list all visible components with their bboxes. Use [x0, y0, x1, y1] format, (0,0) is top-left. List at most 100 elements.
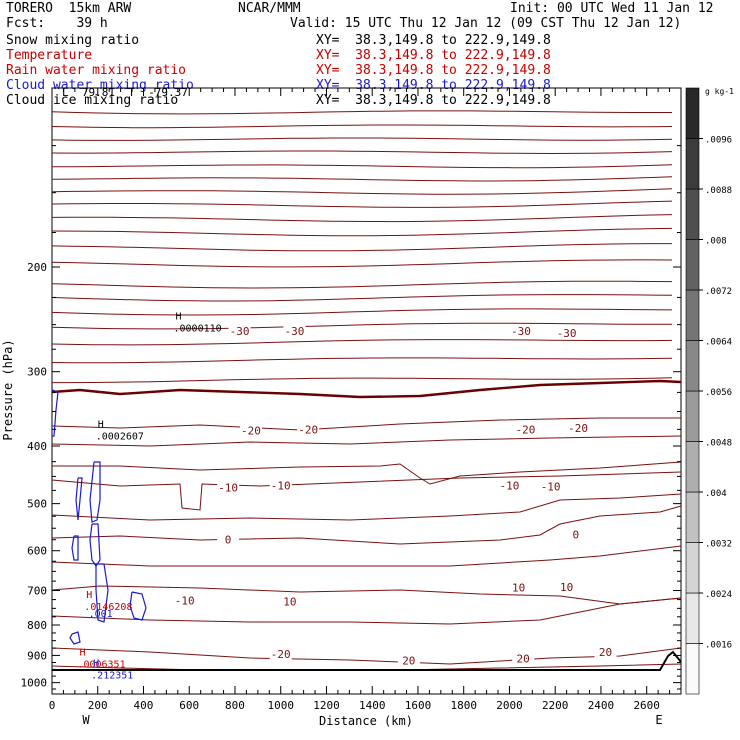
temperature-label: -20: [271, 648, 291, 661]
temperature-label-bg: [507, 581, 530, 594]
axes: 0 200 400 600 800 1000 1200 1400 1600 1800 2000 220…: [21, 88, 681, 712]
temperature-label: -30: [230, 325, 250, 338]
field-temperature-name: Temperature: [6, 48, 93, 63]
x-tick-label: 600: [179, 699, 199, 712]
cloud-water-contour: [95, 563, 109, 623]
y-tick-label: 900: [27, 649, 47, 662]
x-tick-label: 800: [225, 699, 245, 712]
x-tick-label: 1600: [405, 699, 432, 712]
field-cloudice-name: Cloud ice mixing ratio: [6, 93, 179, 108]
temperature-contour: [51, 280, 673, 289]
x-tick-label: 200: [88, 699, 108, 712]
temperature-label-bg: [278, 595, 301, 608]
cloud-water-contour: [69, 631, 81, 645]
temperature-label: 20: [517, 652, 530, 665]
field-temperature-xy: XY= 38.3,149.8 to 222.9,149.8: [316, 48, 551, 63]
endpoint-left-label: W: [82, 713, 90, 727]
temperature-contour: [51, 243, 672, 252]
colorbar-segment: [685, 138, 700, 190]
colorbar-segment: [685, 239, 700, 291]
colorbar-tick-label: .0088: [705, 186, 732, 196]
temperature-contour: [51, 137, 673, 141]
temperature-contour: [51, 339, 673, 346]
temperature-contour: [51, 647, 682, 665]
temperature-contour: [51, 294, 673, 302]
cloud-water-contour: [75, 477, 83, 521]
cloud-water-contours: [51, 389, 147, 645]
temperature-label-bg: [173, 594, 196, 607]
extremum-marker: H: [79, 647, 85, 658]
temperature-label-bg: [514, 423, 537, 436]
temperature-label: -30: [285, 325, 305, 338]
zero-isotherm: [51, 379, 682, 399]
temperature-label-bg: [555, 326, 578, 339]
field-snow-xy: XY= 38.3,149.8 to 222.9,149.8: [316, 33, 551, 48]
temperature-label-bg: [269, 479, 292, 492]
field-rain-name: Rain water mixing ratio: [6, 63, 187, 78]
temperature-label-bg: [567, 421, 590, 434]
temperature-contour: [51, 164, 673, 169]
colorbar-tick-label: .0056: [705, 388, 732, 398]
field-rain-xy: XY= 38.3,149.8 to 222.9,149.8: [316, 63, 551, 78]
x-tick-label: 2200: [542, 699, 569, 712]
extremum-marker: H: [98, 419, 104, 430]
extremum-marker: H: [86, 590, 92, 601]
colorbar-segment: [685, 643, 700, 695]
temperature-contour: [51, 124, 673, 129]
temperature-label-bg: [594, 645, 617, 658]
temperature-label: -10: [500, 479, 520, 492]
temperature-label: -20: [298, 423, 318, 436]
temperature-contour: [51, 545, 682, 567]
endpoint-right-label: E: [655, 713, 662, 727]
x-tick-label: 2000: [496, 699, 523, 712]
temperature-contour: [51, 308, 673, 316]
temperature-contour: [52, 461, 682, 485]
plot-frame: [51, 87, 682, 695]
temperature-contour: [51, 471, 682, 511]
extremum-value: .0000110: [174, 323, 222, 334]
colorbar-segment: [685, 340, 700, 392]
extremum-value: .212351: [91, 671, 133, 682]
temperature-label-bg: [217, 533, 240, 546]
x-tick-label: 1000: [267, 699, 294, 712]
cloud-water-contour: [89, 523, 101, 568]
temperature-label: -10: [175, 595, 195, 608]
y-tick-label: 800: [27, 619, 47, 632]
colorbar: .0016 .0024 .0032 .004 .0048 .0056 .0064 .0072.…: [685, 87, 732, 695]
temperature-contour: [51, 259, 673, 268]
field-cloudice-xy: XY= 38.3,149.8 to 222.9,149.8: [316, 93, 551, 108]
temperature-label-bg: [297, 423, 320, 436]
colorbar-segment: [685, 87, 700, 139]
extremum-marker: H: [176, 311, 182, 322]
field-cloudwater-name: Cloud water mixing ratio: [6, 78, 194, 93]
temperature-label: -10: [541, 481, 561, 494]
temperature-label-bg: [555, 580, 578, 593]
x-tick-label: 0: [49, 699, 56, 712]
temperature-contours: [51, 110, 682, 671]
temperature-contour: [51, 322, 672, 330]
colorbar-tick-label: .008: [705, 237, 727, 247]
extremum-marker: .001: [89, 609, 113, 620]
model-title: TORERO 15km ARW: [6, 1, 132, 16]
temperature-contour: [51, 597, 682, 625]
temperature-contour: [51, 435, 682, 447]
temperature-label: -30: [511, 325, 531, 338]
cloud-water-contour: [51, 389, 59, 437]
temperature-contour: [51, 110, 672, 115]
y-tick-label: 400: [27, 440, 47, 453]
temperature-label-bg: [217, 481, 240, 494]
temperature-label: -20: [241, 425, 261, 438]
temperature-contour: [51, 227, 673, 237]
temperature-label-bg: [397, 654, 420, 667]
cloud-water-contour: [71, 535, 79, 561]
x-axis-label: Distance (km): [319, 714, 413, 728]
temperature-contour: [51, 176, 673, 182]
extremum-marker: H: [93, 659, 99, 670]
x-tick-label: 400: [134, 699, 154, 712]
y-tick-label: 600: [27, 545, 47, 558]
y-tick-label: 700: [27, 585, 47, 598]
extremum-value: .0146208: [84, 602, 132, 613]
extremum-value: .0002607: [96, 431, 144, 442]
temperature-contour: [51, 505, 682, 545]
